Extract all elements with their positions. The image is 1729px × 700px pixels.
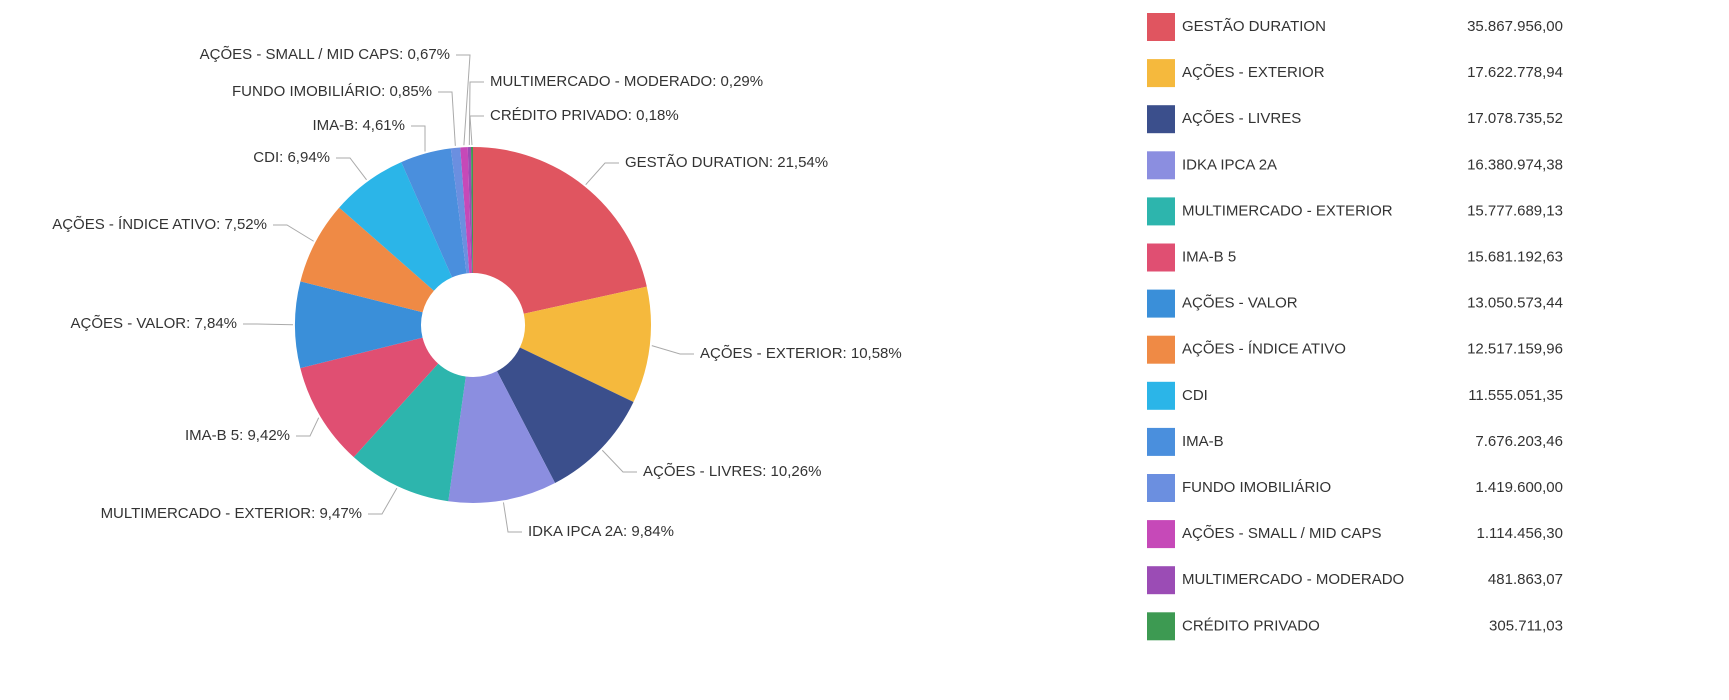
legend-name: AÇÕES - EXTERIOR [1182, 64, 1325, 81]
legend-amount: 7.676.203,46 [1475, 433, 1563, 450]
slice [496, 347, 634, 483]
legend-name: MULTIMERCADO - EXTERIOR [1182, 202, 1393, 219]
slice-label: MULTIMERCADO - EXTERIOR: 9,47% [101, 505, 362, 522]
leader-line [469, 115, 484, 146]
legend-swatch [1147, 59, 1175, 88]
legend-amount: 12.517.159,96 [1467, 341, 1563, 358]
slice [460, 147, 472, 274]
leader-line [273, 224, 314, 242]
leader-line [468, 81, 484, 146]
legend-name: AÇÕES - SMALL / MID CAPS [1182, 525, 1382, 542]
legend-swatch [1147, 13, 1175, 41]
slice [448, 371, 556, 504]
legend-swatch [1147, 474, 1175, 502]
legend-swatch [1147, 427, 1175, 456]
legend-name: GESTÃO DURATION [1182, 18, 1326, 35]
slice [519, 286, 651, 402]
slice-label: IMA-B 5: 9,42% [185, 427, 290, 444]
leader-line [502, 502, 522, 533]
leader-line [651, 345, 694, 355]
legend-swatch [1147, 243, 1175, 272]
slice-label: CRÉDITO PRIVADO: 0,18% [490, 107, 679, 124]
legend-amount: 17.622.778,94 [1467, 64, 1563, 81]
legend-swatch [1147, 520, 1175, 549]
slice-label: AÇÕES - SMALL / MID CAPS: 0,67% [200, 46, 450, 63]
legend-name: IMA-B 5 [1182, 248, 1236, 265]
slice [300, 207, 434, 313]
legend-swatch [1147, 381, 1175, 410]
slice-label: FUNDO IMOBILIÁRIO: 0,85% [232, 83, 432, 100]
slice [300, 337, 439, 458]
legend-swatch [1147, 289, 1175, 318]
legend-name: IDKA IPCA 2A [1182, 156, 1277, 173]
legend-swatch [1147, 151, 1175, 180]
slice-label: AÇÕES - ÍNDICE ATIVO: 7,52% [52, 216, 267, 233]
slice [450, 147, 470, 274]
legend-amount: 17.078.735,52 [1467, 110, 1563, 127]
legend-amount: 11.555.051,35 [1468, 387, 1563, 404]
slice-label: AÇÕES - VALOR: 7,84% [71, 315, 237, 332]
slice [339, 162, 453, 291]
legend-amount: 16.380.974,38 [1467, 156, 1563, 173]
legend-swatch [1147, 566, 1175, 595]
leader-line [296, 417, 320, 437]
legend-name: AÇÕES - VALOR [1182, 295, 1298, 312]
slice-label: AÇÕES - EXTERIOR: 10,58% [700, 345, 902, 362]
leader-line [601, 449, 637, 473]
legend-amount: 1.419.600,00 [1475, 479, 1563, 496]
leader-line [456, 54, 471, 146]
legend-swatch [1147, 105, 1175, 134]
slice [473, 147, 647, 314]
slice-label: GESTÃO DURATION: 21,54% [625, 154, 828, 171]
slice [467, 147, 473, 274]
leader-line [411, 125, 426, 152]
leader-line [585, 162, 619, 185]
leader-line [368, 487, 398, 515]
slice-label: CDI: 6,94% [253, 149, 330, 166]
legend-name: FUNDO IMOBILIÁRIO [1182, 479, 1331, 496]
leader-line [336, 157, 367, 181]
legend-name: CRÉDITO PRIVADO [1182, 617, 1320, 634]
legend-amount: 305.711,03 [1489, 617, 1563, 634]
slice-label: MULTIMERCADO - MODERADO: 0,29% [490, 73, 763, 90]
legend-name: MULTIMERCADO - MODERADO [1182, 571, 1404, 588]
slice-label: IMA-B: 4,61% [312, 117, 405, 134]
legend-amount: 15.681.192,63 [1467, 248, 1563, 265]
slice [470, 147, 473, 274]
legend-amount: 13.050.573,44 [1467, 295, 1563, 312]
slice-label: IDKA IPCA 2A: 9,84% [528, 523, 674, 540]
legend-amount: 35.867.956,00 [1467, 18, 1563, 35]
legend-name: IMA-B [1182, 433, 1224, 450]
legend-amount: 15.777.689,13 [1467, 202, 1563, 219]
legend-name: AÇÕES - ÍNDICE ATIVO [1182, 341, 1346, 358]
legend-swatch [1147, 612, 1175, 641]
leader-line [243, 323, 294, 326]
legend-swatch [1147, 335, 1175, 364]
slice [295, 281, 423, 369]
slice-label: AÇÕES - LIVRES: 10,26% [643, 463, 821, 480]
legend-name: CDI [1182, 387, 1208, 404]
slice [353, 363, 466, 502]
slice [401, 148, 467, 278]
legend-amount: 1.114.456,30 [1477, 525, 1563, 542]
leader-line [438, 91, 456, 146]
legend-swatch [1147, 197, 1175, 226]
legend-amount: 481.863,07 [1488, 571, 1563, 588]
legend-name: AÇÕES - LIVRES [1182, 110, 1301, 127]
